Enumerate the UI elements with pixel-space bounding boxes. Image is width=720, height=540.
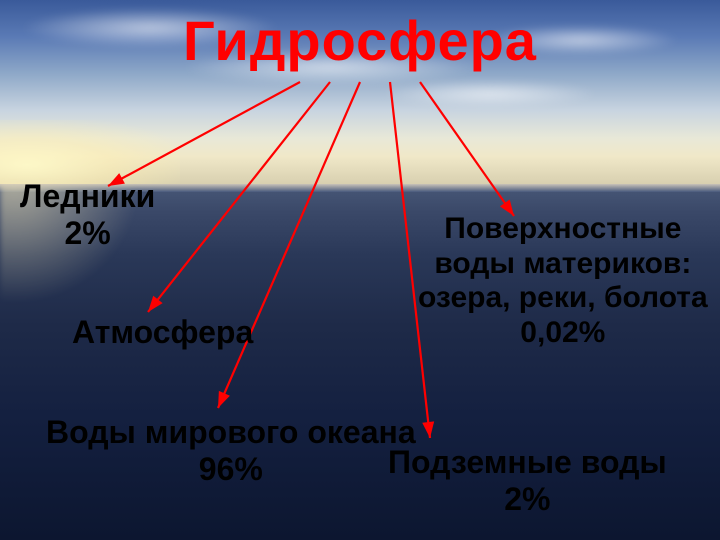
node-groundwater: Подземные воды2% (388, 444, 667, 518)
node-line: Атмосфера (72, 314, 253, 351)
node-line: 0,02% (418, 316, 708, 351)
node-line: Ледники (20, 178, 155, 215)
node-line: озера, реки, болота (418, 281, 708, 316)
node-line: 96% (46, 451, 416, 488)
node-glaciers: Ледники2% (20, 178, 155, 252)
node-line: Воды мирового океана (46, 414, 416, 451)
diagram-title: Гидросфера (183, 8, 537, 73)
node-line: 2% (388, 481, 667, 518)
content-layer: Гидросфера Ледники2%АтмосфераВоды мирово… (0, 0, 720, 540)
node-atmosphere: Атмосфера (72, 314, 253, 351)
node-world-ocean: Воды мирового океана96% (46, 414, 416, 488)
node-surface-waters: Поверхностныеводы материков:озера, реки,… (418, 212, 708, 350)
node-line: воды материков: (418, 247, 708, 282)
node-line: Поверхностные (418, 212, 708, 247)
node-line: Подземные воды (388, 444, 667, 481)
node-line: 2% (20, 215, 155, 252)
